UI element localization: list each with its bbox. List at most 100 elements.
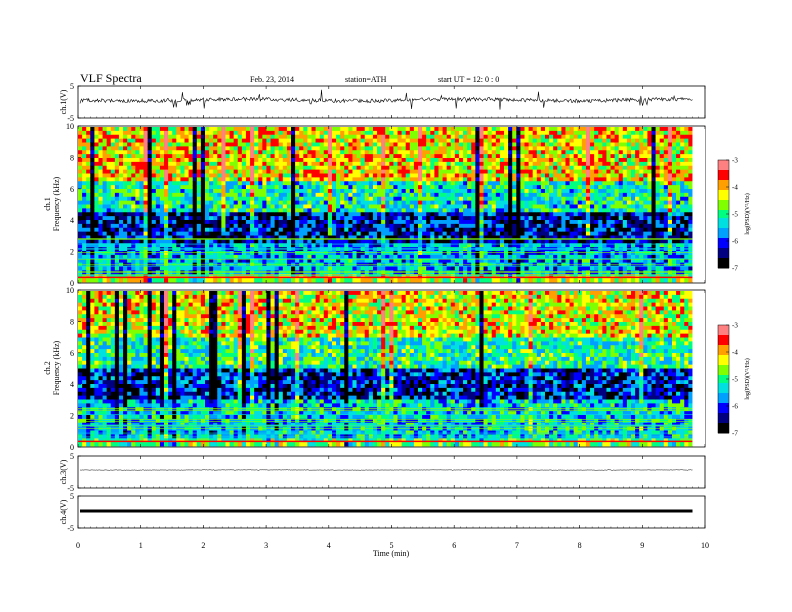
- spectrogram-cell: [352, 158, 357, 163]
- spectrogram-cell: [352, 223, 357, 229]
- spectrogram-cell: [450, 212, 456, 217]
- spectrogram-cell: [319, 212, 325, 217]
- spectrogram-cell: [204, 134, 210, 140]
- spectrogram-cell: [577, 220, 583, 225]
- spectrogram-cell: [364, 185, 370, 190]
- spectrogram-cell: [356, 251, 362, 256]
- spectrogram-cell: [254, 204, 259, 209]
- spectrogram-cell: [422, 278, 427, 283]
- spectrogram-cell: [467, 208, 472, 213]
- spectrogram-cell: [270, 165, 276, 171]
- spectrogram-cell: [311, 146, 316, 151]
- spectrogram-cell: [553, 200, 558, 205]
- spectrogram-cell: [291, 142, 296, 147]
- spectrogram-cell: [544, 243, 550, 248]
- spectrogram-cell: [139, 158, 144, 163]
- spectrogram-cell: [549, 231, 554, 236]
- spectrogram-cell: [458, 235, 464, 240]
- spectrogram-cell: [217, 158, 222, 163]
- spectrogram-cell: [528, 208, 534, 213]
- spectrogram-cell: [458, 212, 464, 217]
- spectrogram-cell: [118, 227, 124, 233]
- spectrogram-cell: [123, 239, 128, 244]
- spectrogram-cell: [94, 235, 99, 240]
- spectrogram-cell: [123, 192, 128, 198]
- spectrogram-cell: [565, 185, 570, 190]
- spectrogram-cell: [86, 196, 91, 202]
- spectrogram-cell: [209, 173, 214, 178]
- spectrogram-cell: [372, 185, 378, 190]
- spectrogram-cell: [418, 181, 423, 186]
- spectrogram-cell: [573, 220, 579, 225]
- spectrogram-cell: [458, 251, 464, 256]
- spectrogram-cell: [561, 169, 566, 174]
- spectrogram-cell: [401, 142, 407, 147]
- spectrogram-cell: [200, 231, 206, 236]
- spectrogram-cell: [454, 142, 460, 147]
- spectrogram-cell: [520, 192, 525, 198]
- spectrogram-cell: [446, 189, 452, 194]
- spectrogram-cell: [557, 208, 562, 213]
- spectrogram-cell: [270, 227, 276, 233]
- spectrogram-cell: [348, 158, 353, 163]
- spectrogram-cell: [393, 146, 398, 151]
- spectrogram-cell: [487, 235, 493, 240]
- spectrogram-cell: [139, 239, 144, 244]
- spectrogram-cell: [188, 278, 194, 283]
- spectrogram-cell: [86, 274, 91, 279]
- spectrogram-cell: [438, 154, 443, 159]
- spectrogram-cell: [90, 231, 95, 236]
- spectrogram-cell: [356, 216, 362, 221]
- spectrogram-cell: [499, 196, 505, 202]
- spectrogram-cell: [127, 127, 132, 132]
- spectrogram-cell: [422, 220, 427, 225]
- spectrogram-cell: [127, 158, 132, 163]
- spectrogram-cell: [573, 239, 579, 244]
- spectrogram-cell: [258, 161, 263, 167]
- spectrogram-cell: [356, 212, 362, 217]
- spectrogram-cell: [348, 231, 353, 236]
- spectrogram-cell: [176, 177, 181, 182]
- spectrogram-cell: [340, 146, 345, 151]
- spectrogram-cell: [577, 154, 583, 159]
- spectrogram-cell: [458, 150, 464, 155]
- spectrogram-cell: [393, 189, 398, 194]
- spectrogram-cell: [397, 154, 403, 159]
- spectrogram-cell: [196, 177, 202, 182]
- spectrogram-cell: [139, 223, 144, 229]
- spectrogram-cell: [209, 231, 214, 236]
- spectrogram-cell: [356, 154, 362, 159]
- spectrogram-cell: [327, 173, 333, 178]
- spectrogram-cell: [475, 216, 480, 221]
- spectrogram-cell: [487, 254, 493, 260]
- spectrogram-cell: [143, 154, 149, 159]
- spectrogram-cell: [118, 196, 124, 202]
- spectrogram-cell: [438, 181, 443, 186]
- spectrogram-cell: [114, 235, 120, 240]
- spectrogram-cell: [241, 200, 247, 205]
- spectrogram-cell: [286, 173, 292, 178]
- spectrogram-cell: [471, 150, 476, 155]
- spectrogram-cell: [438, 169, 443, 174]
- spectrogram-cell: [446, 254, 452, 260]
- spectrogram-cell: [356, 142, 362, 147]
- spectrogram-cell: [184, 274, 190, 279]
- spectrogram-cell: [110, 235, 116, 240]
- spectrogram-cell: [192, 258, 198, 264]
- spectrogram-cell: [217, 278, 222, 283]
- spectrogram-cell: [196, 189, 202, 194]
- spectrogram-cell: [229, 173, 235, 178]
- spectrogram-cell: [82, 165, 87, 171]
- spectrogram-cell: [184, 192, 190, 198]
- spectrogram-cell: [364, 227, 370, 233]
- spectrogram-cell: [356, 165, 362, 171]
- spectrogram-cell: [270, 235, 276, 240]
- spectrogram-cell: [241, 192, 247, 198]
- spectrogram-cell: [307, 258, 312, 264]
- spectrogram-cell: [393, 173, 398, 178]
- spectrogram-cell: [520, 134, 525, 140]
- spectrogram-cell: [131, 235, 136, 240]
- spectrogram-cell: [569, 258, 575, 264]
- spectrogram-cell: [78, 204, 83, 209]
- spectrogram-cell: [221, 204, 226, 209]
